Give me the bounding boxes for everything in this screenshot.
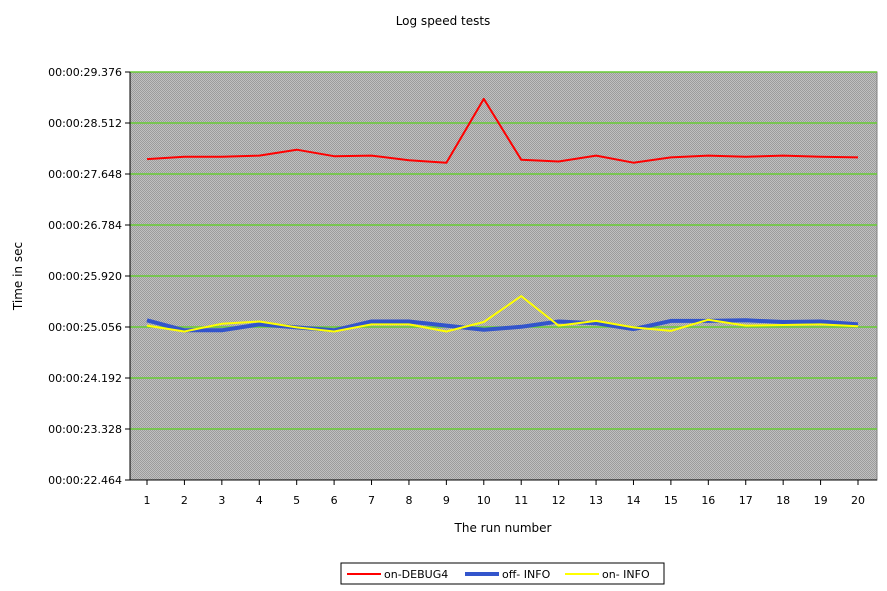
- y-tick-label: 00:00:25.056: [48, 321, 122, 334]
- chart-title: Log speed tests: [396, 14, 491, 28]
- x-tick-label: 13: [589, 494, 603, 507]
- x-tick-label: 6: [331, 494, 338, 507]
- x-tick-label: 10: [477, 494, 491, 507]
- x-tick-label: 9: [443, 494, 450, 507]
- x-tick-label: 5: [293, 494, 300, 507]
- y-tick-label: 00:00:24.192: [48, 372, 122, 385]
- legend-box: [340, 562, 665, 585]
- x-tick-label: 7: [368, 494, 375, 507]
- y-tick-label: 00:00:25.920: [48, 270, 122, 283]
- x-tick-label: 17: [739, 494, 753, 507]
- x-tick-label: 19: [814, 494, 828, 507]
- legend-label-1: off- INFO: [502, 568, 551, 581]
- y-tick-label: 00:00:29.376: [48, 66, 122, 79]
- y-tick-label: 00:00:23.328: [48, 423, 122, 436]
- x-tick-label: 20: [851, 494, 865, 507]
- y-tick-label: 00:00:27.648: [48, 168, 122, 181]
- x-tick-label: 16: [701, 494, 715, 507]
- y-tick-label: 00:00:22.464: [48, 474, 122, 487]
- legend-label-0: on-DEBUG4: [384, 568, 448, 581]
- x-tick-label: 15: [664, 494, 678, 507]
- x-tick-label: 4: [256, 494, 263, 507]
- y-axis-label: Time in sec: [11, 242, 25, 311]
- x-tick-label: 8: [405, 494, 412, 507]
- x-axis-ticks: 1 2 3 4 5 6 7 8 9 10 11 12 13 14 15 16 17 18 19 20: [144, 480, 865, 507]
- series-line-0: [146, 97, 859, 164]
- x-tick-label: 12: [552, 494, 566, 507]
- series-line-1: [146, 318, 859, 333]
- x-tick-label: 1: [144, 494, 151, 507]
- y-axis-ticks: 00:00:22.464 00:00:23.328 00:00:24.192 00:0…: [48, 66, 130, 487]
- x-tick-label: 2: [181, 494, 188, 507]
- x-tick-label: 14: [626, 494, 640, 507]
- series-lines: [146, 97, 859, 333]
- x-axis-label: The run number: [454, 521, 552, 535]
- series-line-2: [146, 295, 859, 333]
- gridlines: [130, 71, 877, 430]
- x-tick-label: 11: [514, 494, 528, 507]
- x-tick-label: 3: [218, 494, 225, 507]
- y-tick-label: 00:00:28.512: [48, 117, 122, 130]
- y-tick-label: 00:00:26.784: [48, 219, 122, 232]
- legend-label-2: on- INFO: [602, 568, 650, 581]
- legend: on-DEBUG4 off- INFO on- INFO: [340, 562, 665, 585]
- x-tick-label: 18: [776, 494, 790, 507]
